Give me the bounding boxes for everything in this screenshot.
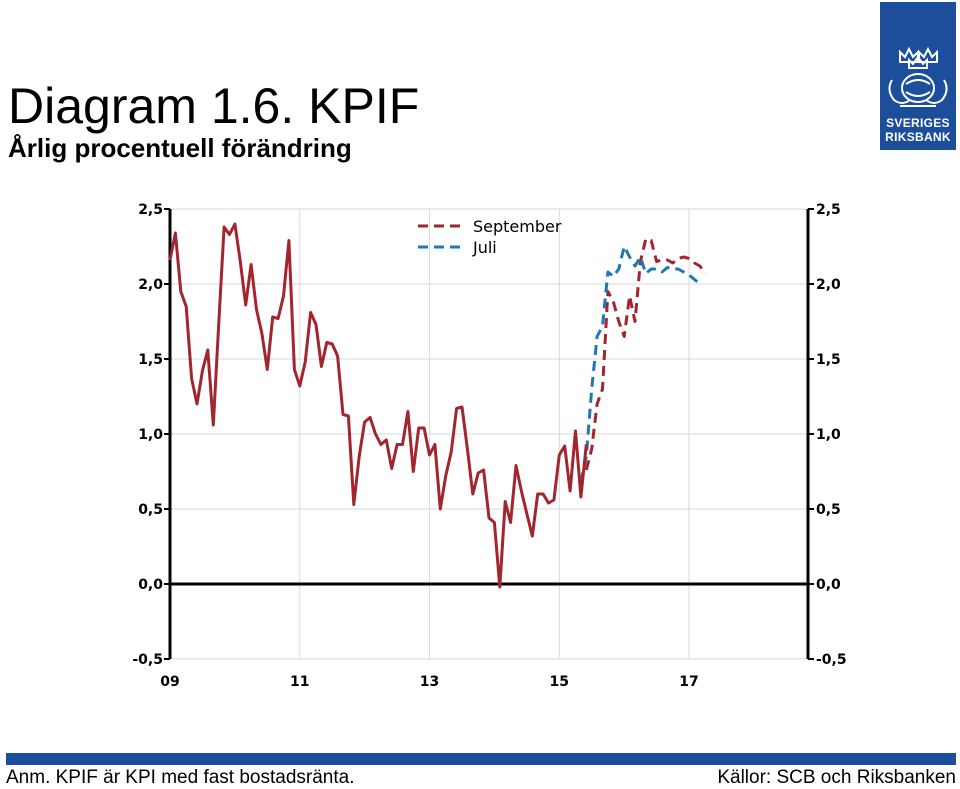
legend-label: Juli [472, 238, 497, 257]
series-line-september [584, 237, 707, 471]
y-tick-label-left: 0,5 [138, 502, 163, 518]
x-tick-label: 09 [160, 674, 179, 690]
y-tick-label-right: 0,5 [816, 502, 841, 518]
y-tick-label-left: 2,0 [138, 277, 163, 293]
chart-axes [164, 208, 814, 660]
x-tick-label: 13 [420, 674, 439, 690]
page-title: Diagram 1.6. KPIF [8, 78, 420, 134]
logo-text-line2: RIKSBANK [885, 130, 951, 144]
legend-label: September [473, 217, 562, 236]
x-tick-label: 17 [679, 674, 698, 690]
y-tick-label-right: 2,5 [816, 202, 841, 218]
chart-legend: September Juli [418, 217, 562, 257]
y-tick-label-left: 1,5 [138, 352, 163, 368]
x-tick-label: 11 [290, 674, 309, 690]
y-tick-label-right: 2,0 [816, 277, 841, 293]
y-tick-label-right: 1,0 [816, 427, 841, 443]
kpif-line-chart: 2,5 2,5 2,0 2,0 1,5 1,5 1,0 1,0 0,5 0,5 0,0 0,0 -0,5… [132, 202, 846, 690]
crest-icon [888, 46, 948, 107]
y-tick-label-left: -0,5 [132, 652, 163, 668]
series-line-outcome [168, 222, 588, 589]
riksbank-logo: SVERIGES RIKSBANK [880, 2, 956, 150]
y-tick-label-right: -0,5 [816, 652, 847, 668]
chart-gridlines [169, 208, 808, 660]
y-tick-label-left: 1,0 [138, 427, 163, 443]
y-tick-label-left: 0,0 [138, 577, 163, 593]
y-tick-label-right: 1,5 [816, 352, 841, 368]
chart-series [168, 222, 707, 589]
page-subtitle: Årlig procentuell förändring [8, 133, 352, 163]
chart-tick-labels: 2,5 2,5 2,0 2,0 1,5 1,5 1,0 1,0 0,5 0,5 0,0 0,0 -0,5… [132, 202, 846, 690]
series-line-juli [579, 245, 701, 483]
footer-bar [6, 753, 956, 765]
y-tick-label-right: 0,0 [816, 577, 841, 593]
x-tick-label: 15 [550, 674, 569, 690]
y-tick-label-left: 2,5 [138, 202, 163, 218]
logo-text-line1: SVERIGES [886, 116, 950, 130]
sources-text: Källor: SCB och Riksbanken [717, 767, 956, 788]
footnote: Anm. KPIF är KPI med fast bostadsränta. [6, 767, 355, 788]
